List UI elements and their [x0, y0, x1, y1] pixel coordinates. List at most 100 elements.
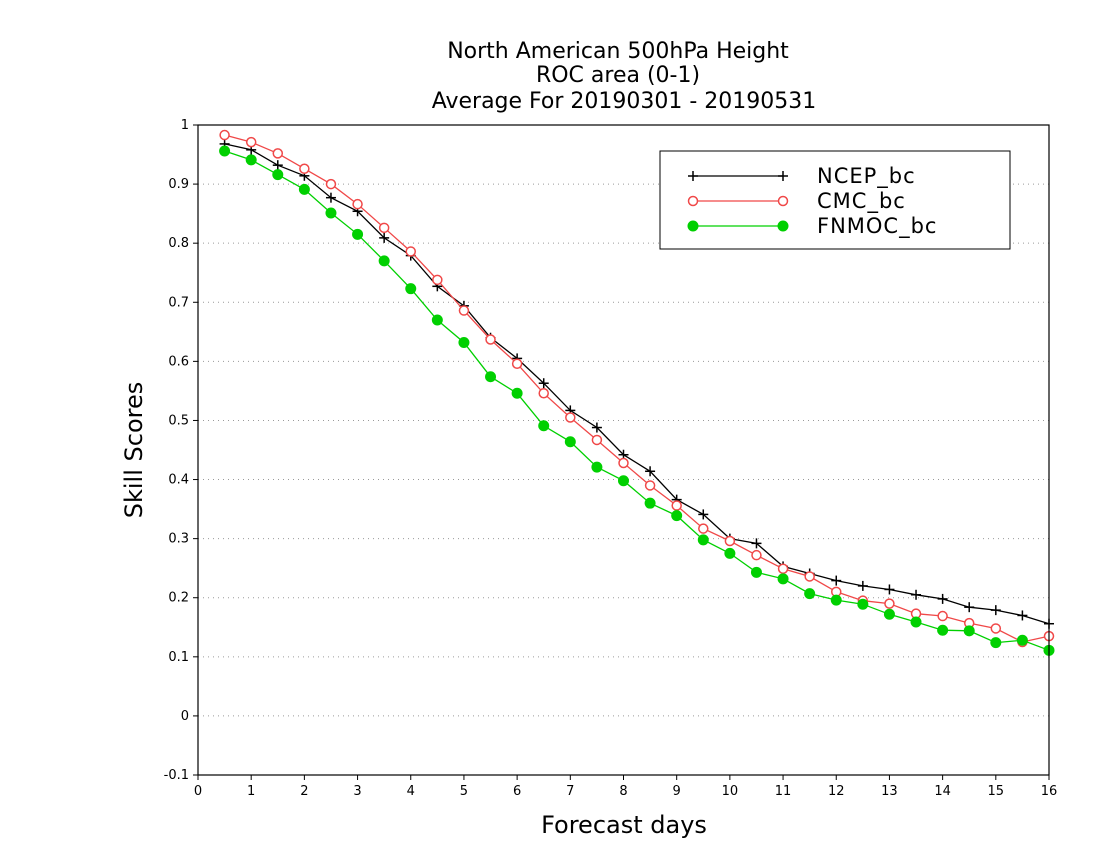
point-CMC_bc-13	[565, 412, 576, 423]
point-NCEP_bc-26	[911, 589, 922, 600]
legend-label-NCEP_bc: NCEP_bc	[817, 164, 916, 189]
point-FNMOC_bc-13	[564, 436, 576, 448]
x-tick-label-2: 2	[300, 784, 308, 799]
point-FNMOC_bc-6	[378, 255, 390, 267]
point-CMC_bc-12	[538, 388, 549, 399]
point-NCEP_bc-4	[325, 192, 336, 203]
point-NCEP_bc-6	[379, 232, 390, 243]
chart-title: North American 500hPa Height ROC area (0…	[432, 39, 817, 114]
legend-marker-left-FNMOC_bc	[687, 220, 699, 232]
point-FNMOC_bc-1	[245, 154, 257, 166]
y-tick-label-5: 0.4	[168, 473, 189, 488]
point-CMC_bc-3	[299, 163, 310, 174]
y-tick-label-7: 0.6	[168, 354, 189, 369]
point-CMC_bc-19	[724, 535, 736, 547]
x-tick-label-0: 0	[194, 784, 202, 799]
y-tick-label-2: 0.1	[168, 650, 189, 665]
point-CMC_bc-17	[671, 500, 682, 511]
x-tick-label-10: 10	[722, 784, 739, 799]
point-NCEP_bc-23	[831, 575, 842, 586]
y-tick-label-1: 0	[181, 709, 189, 724]
point-FNMOC_bc-25	[883, 608, 895, 620]
y-tick-label-8: 0.7	[168, 295, 189, 310]
point-FNMOC_bc-10	[485, 371, 497, 383]
point-NCEP_bc-18	[698, 509, 709, 520]
point-CMC_bc-15	[618, 457, 629, 469]
point-FNMOC_bc-9	[458, 336, 470, 348]
point-FNMOC_bc-26	[910, 616, 922, 628]
x-tick-label-4: 4	[407, 784, 415, 799]
point-CMC_bc-2	[272, 148, 284, 159]
point-FNMOC_bc-20	[750, 566, 762, 578]
point-NCEP_bc-2	[272, 160, 283, 171]
point-FNMOC_bc-2	[272, 169, 284, 181]
point-FNMOC_bc-8	[431, 314, 443, 326]
point-NCEP_bc-30	[1017, 610, 1028, 621]
y-tick-label-11: 1	[181, 118, 189, 133]
point-CMC_bc-22	[804, 571, 815, 582]
point-FNMOC_bc-23	[830, 594, 842, 606]
point-FNMOC_bc-30	[1016, 634, 1028, 646]
x-tick-label-3: 3	[353, 784, 361, 799]
legend-label-CMC_bc: CMC_bc	[817, 189, 906, 214]
legend-marker-right-NCEP_bc	[778, 171, 788, 181]
point-FNMOC_bc-29	[990, 637, 1002, 649]
x-tick-label-13: 13	[881, 784, 898, 799]
y-tick-label-10: 0.9	[168, 177, 189, 192]
point-NCEP_bc-24	[857, 580, 868, 591]
point-FNMOC_bc-28	[963, 625, 975, 637]
chart-title-line-3: Average For 20190301 - 20190531	[432, 89, 817, 114]
x-tick-label-5: 5	[460, 784, 468, 799]
point-CMC_bc-9	[458, 305, 470, 316]
series-FNMOC_bc	[219, 145, 1055, 656]
x-tick-label-12: 12	[828, 784, 845, 799]
y-axis-ticks: -0.1 0 0.1 0.2 0.3 0.4 0.5 0.6 0.7 0.8 0.9 1	[164, 118, 198, 783]
point-NCEP_bc-28	[964, 602, 975, 613]
x-tick-label-1: 1	[247, 784, 255, 799]
point-NCEP_bc-16	[645, 466, 656, 477]
point-FNMOC_bc-24	[857, 598, 869, 610]
x-tick-label-15: 15	[988, 784, 1005, 799]
point-NCEP_bc-29	[990, 605, 1001, 616]
point-CMC_bc-0	[219, 129, 230, 141]
point-FNMOC_bc-11	[511, 387, 523, 399]
point-CMC_bc-11	[511, 358, 523, 369]
legend-box	[659, 150, 1011, 250]
point-FNMOC_bc-5	[352, 228, 364, 240]
legend-marker-left-NCEP_bc	[688, 171, 698, 181]
legend-entry-NCEP_bc: NCEP_bc	[688, 164, 916, 189]
legend-entry-CMC_bc: CMC_bc	[687, 189, 906, 214]
legend-marker-right-CMC_bc	[777, 195, 789, 207]
y-tick-label-6: 0.5	[168, 413, 189, 428]
point-FNMOC_bc-14	[591, 461, 603, 473]
x-tick-label-8: 8	[619, 784, 627, 799]
y-tick-label-3: 0.2	[168, 591, 189, 606]
point-CMC_bc-1	[245, 136, 257, 148]
y-tick-label-4: 0.3	[168, 532, 189, 547]
point-FNMOC_bc-17	[671, 510, 683, 522]
point-CMC_bc-18	[698, 523, 709, 534]
point-CMC_bc-14	[591, 434, 603, 446]
point-FNMOC_bc-15	[618, 475, 629, 487]
point-CMC_bc-27	[937, 610, 948, 622]
point-CMC_bc-21	[777, 563, 789, 575]
point-NCEP_bc-12	[538, 378, 549, 389]
x-axis-ticks: 0 1 2 3 4 5 6 7 8 9 10 11 12 13 14 15 16	[194, 775, 1057, 799]
legend-marker-left-CMC_bc	[687, 195, 699, 207]
point-NCEP_bc-20	[751, 538, 762, 549]
legend-marker-right-FNMOC_bc	[777, 220, 789, 232]
point-CMC_bc-20	[751, 549, 762, 561]
y-tick-label-9: 0.8	[168, 236, 189, 251]
point-FNMOC_bc-12	[538, 420, 550, 432]
series-CMC_bc	[219, 129, 1055, 648]
point-CMC_bc-25	[884, 598, 895, 609]
point-FNMOC_bc-27	[937, 624, 949, 636]
y-tick-label-0: -0.1	[164, 768, 189, 783]
x-tick-label-16: 16	[1041, 784, 1058, 799]
x-tick-label-7: 7	[566, 784, 574, 799]
point-CMC_bc-16	[644, 480, 656, 491]
y-axis-title: Skill Scores	[120, 382, 148, 519]
